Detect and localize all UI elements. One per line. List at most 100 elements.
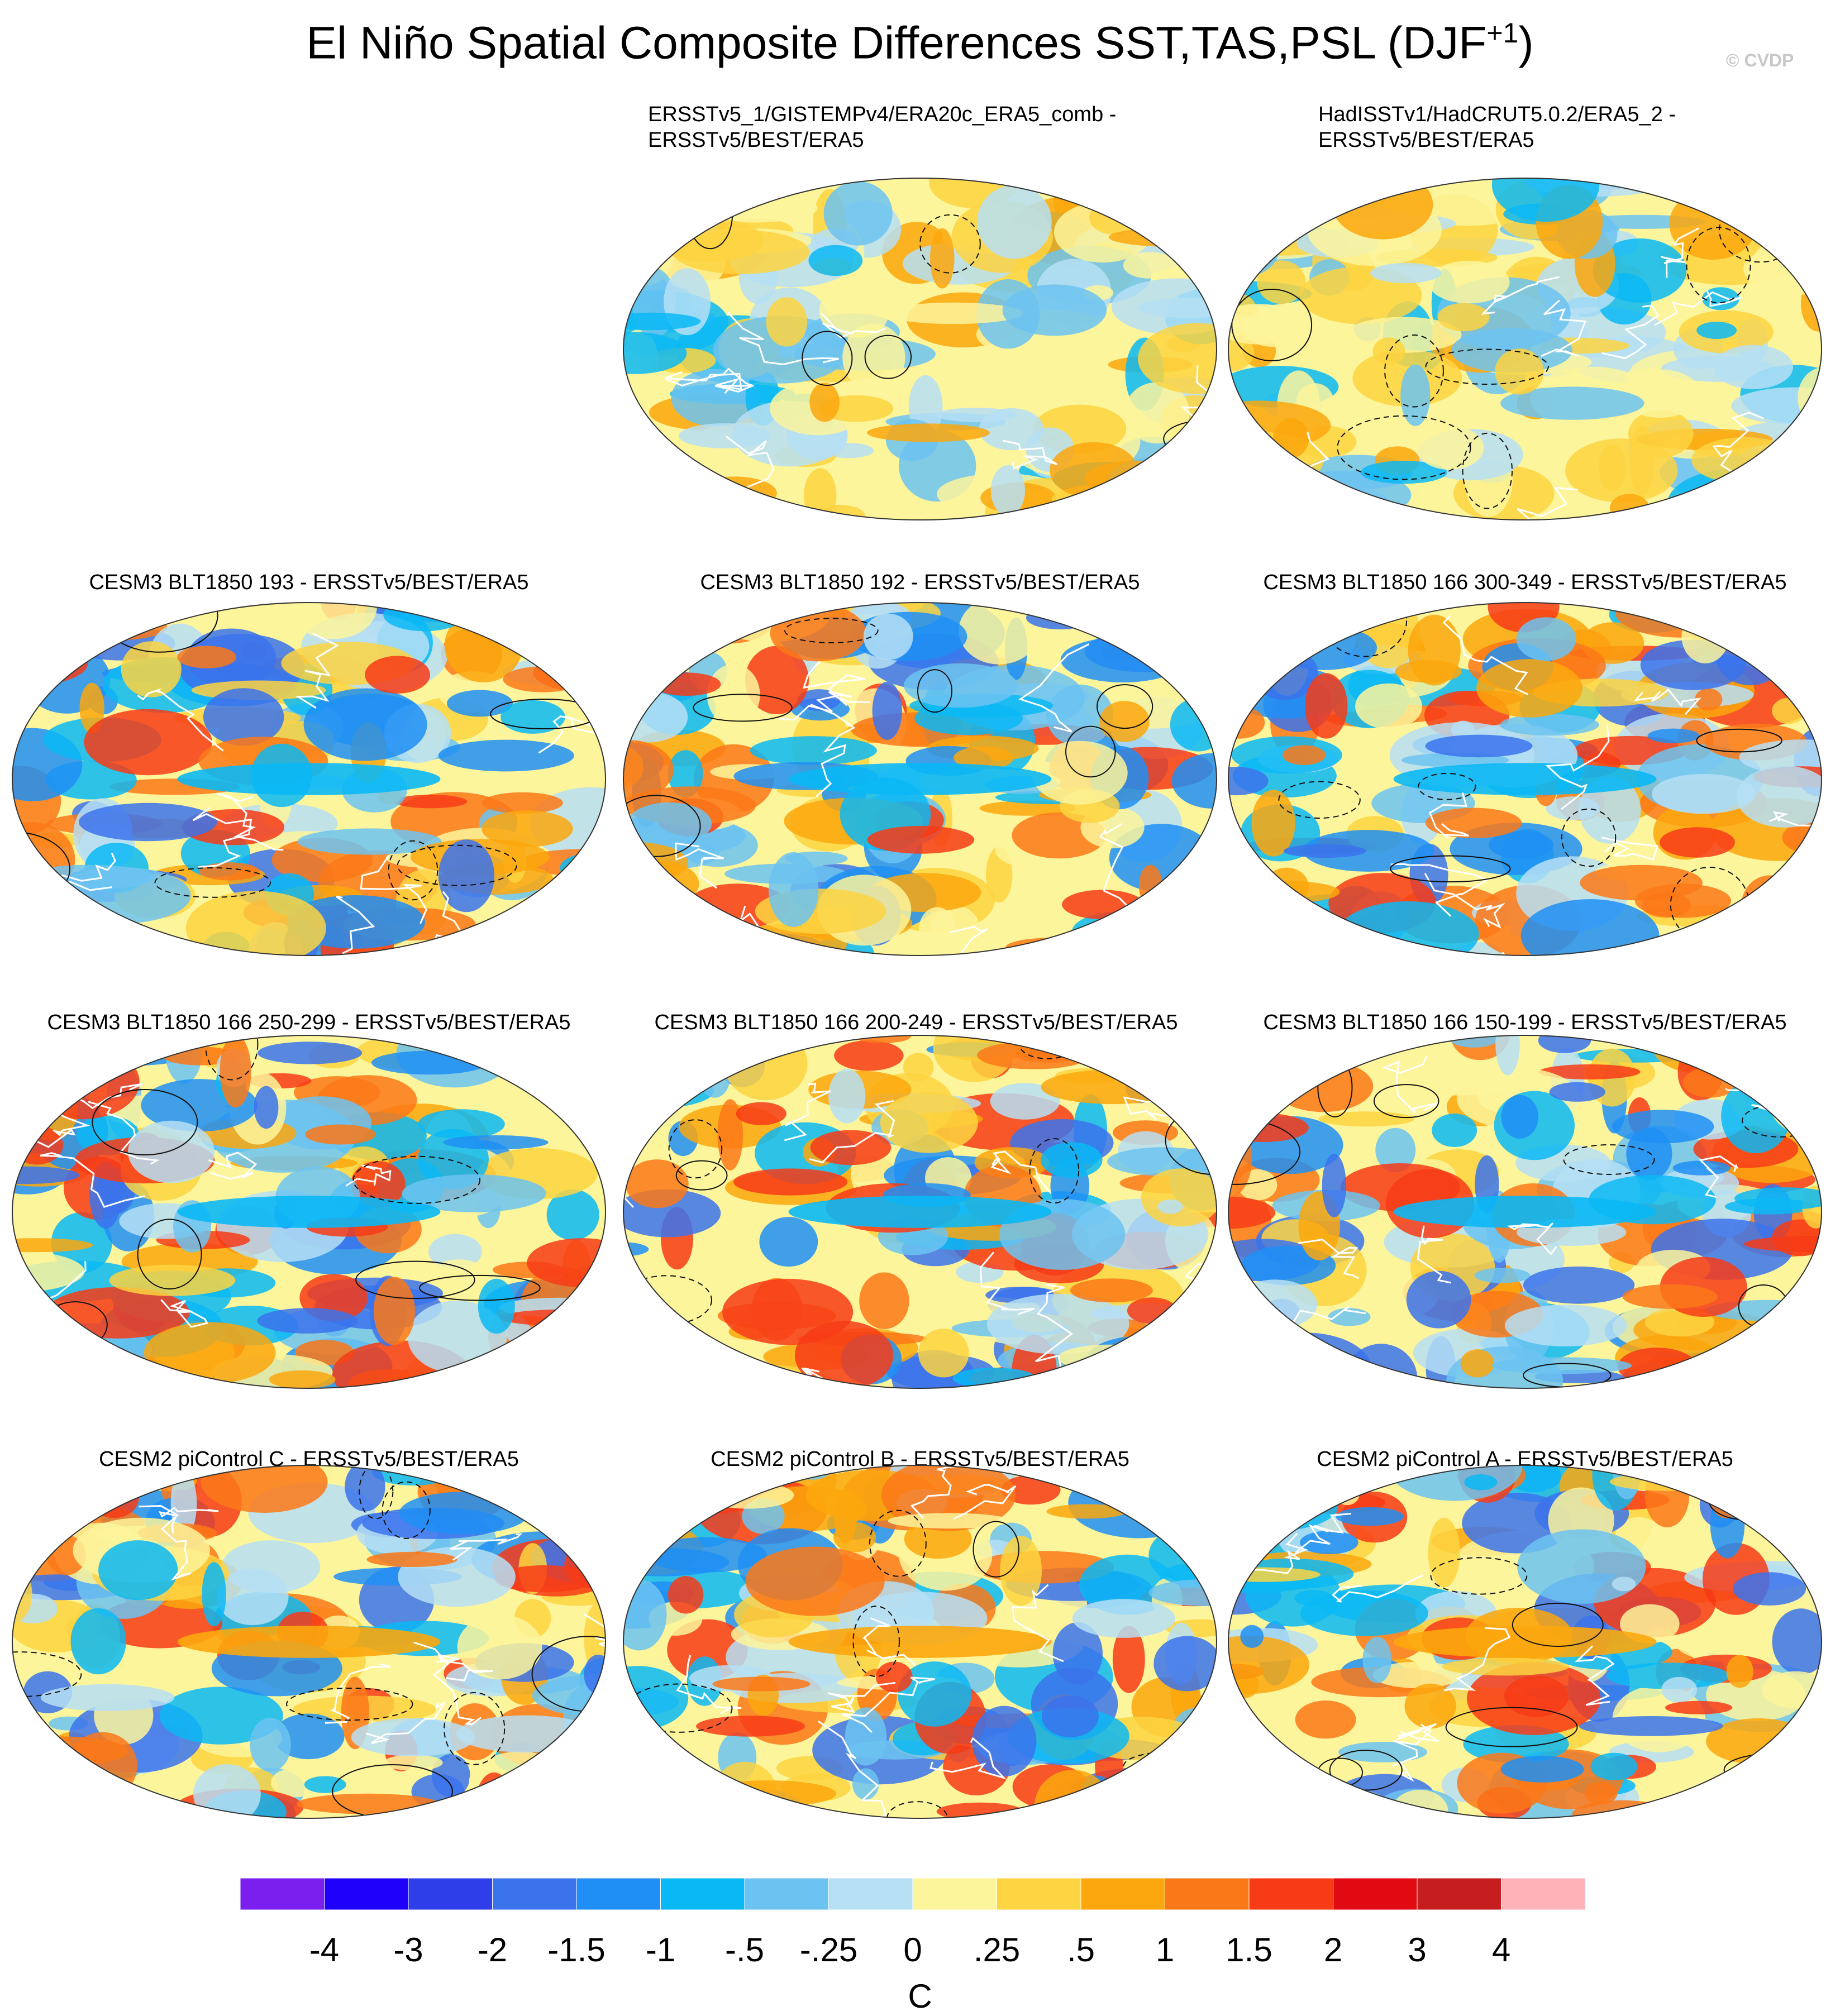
anomaly-patch (1476, 659, 1582, 718)
coastline (1392, 1723, 1432, 1782)
equatorial-pacific-anomaly (788, 1626, 1052, 1658)
map-panel-7 (623, 1035, 1217, 1389)
map-border (12, 602, 606, 956)
anomaly-patch (1760, 456, 1822, 509)
anomaly-patch (1505, 1305, 1627, 1346)
anomaly-patch (402, 1174, 546, 1212)
coastline (12, 1373, 16, 1388)
anomaly-patch (12, 634, 45, 657)
colorbar-box (997, 1878, 1081, 1910)
anomaly-patch (1663, 501, 1733, 520)
anomaly-patch (1336, 1507, 1404, 1526)
anomaly-patch (1770, 489, 1822, 520)
psl-contour (623, 795, 701, 857)
psl-contour (1152, 603, 1203, 665)
coastline (779, 691, 870, 721)
anomaly-patch (625, 1159, 689, 1208)
anomaly-patch (46, 1478, 143, 1493)
psl-contour (359, 1465, 394, 1520)
anomaly-patch (1651, 773, 1756, 814)
anomaly-patch (1777, 611, 1822, 642)
anomaly-patch (23, 1465, 66, 1494)
coastline (1108, 493, 1148, 520)
anomaly-patch (1300, 1531, 1358, 1554)
panel-title-line: HadISSTv1/HadCRUT5.0.2/ERA5_2 - (1318, 103, 1676, 126)
anomaly-patch (1250, 1465, 1331, 1520)
anomaly-patch (1672, 1160, 1731, 1176)
equatorial-pacific-anomaly (1393, 1196, 1657, 1228)
anomaly-patch (1271, 1035, 1370, 1067)
anomaly-patch (1724, 1343, 1822, 1374)
anomaly-patch (257, 1042, 363, 1064)
psl-contour (1390, 855, 1511, 883)
anomaly-patch (1622, 1284, 1718, 1309)
coastline (216, 792, 284, 851)
anomaly-patch (478, 1278, 515, 1334)
anomaly-patch (810, 1130, 892, 1165)
anomaly-patch (1233, 1279, 1318, 1329)
anomaly-patch (1612, 1110, 1714, 1144)
coastline (325, 1663, 391, 1724)
coastline (413, 1641, 482, 1726)
anomaly-patch (185, 891, 326, 956)
anomaly-patch (1647, 728, 1700, 743)
anomaly-patch (1228, 178, 1310, 218)
anomaly-patch (1228, 1096, 1252, 1112)
psl-contour (1708, 1481, 1788, 1521)
panel-title-line: ERSSTv5/BEST/ERA5 (648, 128, 864, 152)
anomaly-patch (623, 740, 674, 800)
coastline (158, 1507, 219, 1534)
colorbar-box (744, 1878, 829, 1910)
panel-title-6: CESM3 BLT1850 166 250-299 - ERSSTv5/BEST… (0, 1010, 622, 1035)
anomaly-patch (1083, 179, 1206, 216)
anomaly-patch (1372, 1661, 1462, 1689)
coastline (345, 1164, 392, 1187)
map-border (1228, 1465, 1822, 1819)
anomaly-patch (438, 839, 495, 913)
anomaly-patch (383, 1754, 443, 1771)
anomaly-patch (713, 316, 850, 384)
anomaly-patch (1428, 260, 1510, 304)
psl-contour (1187, 427, 1217, 469)
map-border (1228, 1035, 1822, 1389)
coastline (45, 853, 116, 891)
anomaly-patch (84, 709, 212, 776)
anomaly-patch (1579, 776, 1641, 844)
anomaly-patch (1193, 848, 1217, 880)
map-border (1228, 178, 1822, 520)
anomaly-patch (1744, 1236, 1822, 1252)
colorbar-tick-label: 0 (903, 1931, 922, 1969)
anomaly-patch (1046, 1504, 1127, 1519)
anomaly-patch (1157, 1199, 1183, 1214)
anomaly-patch (121, 641, 182, 698)
panel-title-5: CESM3 BLT1850 166 300-349 - ERSSTv5/BEST… (1212, 570, 1838, 595)
psl-contour (1563, 1144, 1655, 1175)
coastline (665, 367, 755, 393)
anomaly-patch (12, 1780, 81, 1818)
psl-contour (332, 1764, 453, 1818)
anomaly-patch (305, 1124, 376, 1145)
anomaly-patch (712, 1676, 811, 1692)
anomaly-patch (203, 688, 284, 746)
anomaly-patch (1681, 609, 1729, 663)
anomaly-patch (1500, 1756, 1584, 1783)
anomaly-patch (1243, 896, 1274, 918)
panel-title-line: CESM3 BLT1850 166 200-249 - ERSSTv5/BEST… (654, 1011, 1178, 1034)
anomaly-patch (12, 918, 102, 956)
panel-title-8: CESM3 BLT1850 166 150-199 - ERSSTv5/BEST… (1212, 1010, 1838, 1035)
anomaly-patch (1730, 1465, 1811, 1514)
panel-title-line: CESM3 BLT1850 166 150-199 - ERSSTv5/BEST… (1263, 1011, 1787, 1034)
anomaly-patch (32, 1751, 90, 1779)
anomaly-patch (680, 178, 730, 214)
figure-title: El Niño Spatial Composite Differences SS… (0, 17, 1840, 69)
coastline (1298, 1239, 1360, 1279)
psl-contour (1462, 432, 1513, 509)
anomaly-patch (1240, 1625, 1264, 1648)
anomaly-patch (1285, 508, 1357, 520)
anomaly-patch (1799, 462, 1822, 520)
anomaly-patch (1079, 1554, 1176, 1615)
anomaly-patch (82, 1465, 195, 1481)
anomaly-patch (516, 921, 606, 956)
anomaly-patch (1665, 1700, 1733, 1714)
anomaly-patch (12, 1250, 85, 1293)
